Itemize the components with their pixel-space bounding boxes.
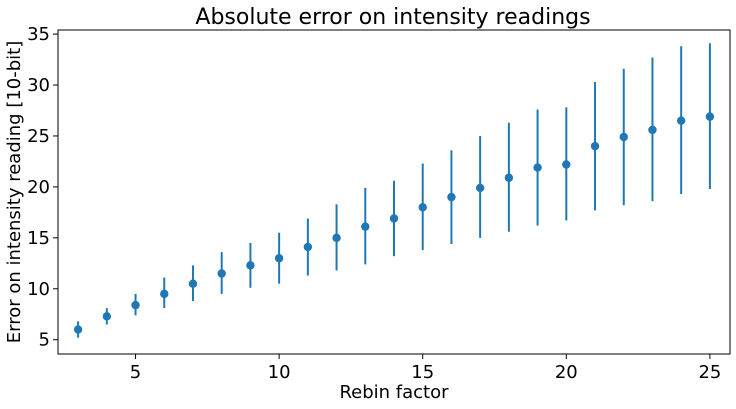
y-tick-label: 10 [27,279,50,300]
data-point [103,312,111,320]
y-tick-label: 25 [27,126,50,147]
x-tick-label: 25 [698,362,721,383]
data-point [217,269,225,277]
data-point [533,163,541,171]
data-point [160,290,168,298]
data-point [131,301,139,309]
data-point [390,214,398,222]
data-point [562,160,570,168]
data-point [361,222,369,230]
data-point [189,279,197,287]
data-point [620,133,628,141]
plot-marks [74,43,714,337]
y-tick-label: 30 [27,75,50,96]
x-axis: 5 10 15 20 25 [130,354,722,383]
y-tick-label: 15 [27,228,50,249]
y-tick-label: 35 [27,24,50,45]
y-axis-label: Error on intensity reading [10-bit] [4,41,25,344]
data-point [476,184,484,192]
data-point [648,126,656,134]
data-point [246,261,254,269]
data-point [591,142,599,150]
data-point [706,112,714,120]
y-axis: 5 10 15 20 25 30 35 [27,24,58,351]
x-axis-label: Rebin factor [339,382,449,403]
data-point [677,116,685,124]
y-tick-label: 5 [39,330,50,351]
chart-title: Absolute error on intensity readings [195,5,590,30]
data-point [447,193,455,201]
x-tick-label: 10 [268,362,291,383]
x-tick-label: 20 [555,362,578,383]
data-point [419,203,427,211]
x-tick-label: 15 [411,362,434,383]
data-point [332,234,340,242]
data-point [304,243,312,251]
data-point [505,174,513,182]
y-tick-label: 20 [27,177,50,198]
data-point [74,325,82,333]
x-tick-label: 5 [130,362,141,383]
data-point [275,254,283,262]
